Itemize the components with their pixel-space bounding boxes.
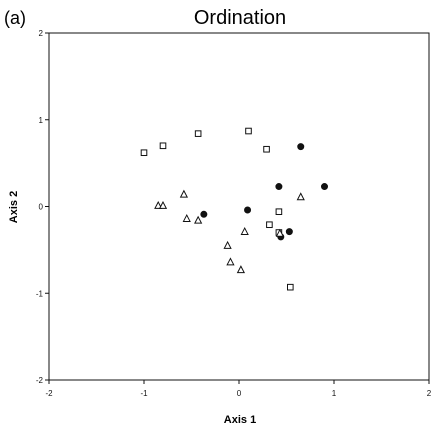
square-point (245, 127, 252, 135)
square-point (159, 142, 167, 150)
y-tick-label: -1 (36, 289, 44, 298)
triangle-point (194, 215, 203, 224)
square-point (287, 283, 294, 291)
triangle-point (296, 192, 305, 201)
y-tick-label: 2 (39, 29, 44, 38)
square-point (194, 130, 202, 137)
y-tick-label: 0 (39, 203, 44, 212)
square-point (140, 149, 148, 157)
triangle-point (182, 213, 191, 222)
plot-area: -2 -1 0 1 2 -2 -1 0 1 2 (36, 29, 432, 398)
circle-point (297, 143, 305, 151)
panel-label: (a) (4, 8, 26, 28)
x-tick-label: -1 (140, 389, 148, 398)
triangle-point (240, 226, 249, 235)
plot-frame (48, 32, 430, 381)
y-tick-label: 1 (39, 116, 44, 125)
square-point (266, 221, 273, 229)
triangle-point (236, 265, 246, 274)
square-point (263, 145, 270, 153)
x-tick-label: 0 (237, 389, 242, 398)
x-axis-label: Axis 1 (224, 414, 256, 426)
triangle-point (226, 257, 235, 266)
circle-point (285, 228, 293, 236)
y-axis-label: Axis 2 (8, 191, 20, 223)
chart-title: Ordination (194, 7, 286, 29)
x-tick-label: 2 (427, 389, 432, 398)
circle-point (244, 206, 252, 214)
triangle-point (158, 200, 168, 209)
triangle-point (179, 189, 189, 198)
x-tick-label: 1 (332, 389, 337, 398)
circle-point (320, 183, 328, 191)
circle-point (200, 210, 208, 218)
circle-point (275, 183, 283, 191)
square-point (275, 208, 283, 216)
y-tick-label: -2 (36, 376, 44, 385)
triangle-point (154, 200, 163, 209)
triangle-point (275, 228, 284, 237)
triangle-point (223, 240, 232, 249)
x-tick-label: -2 (45, 389, 53, 398)
